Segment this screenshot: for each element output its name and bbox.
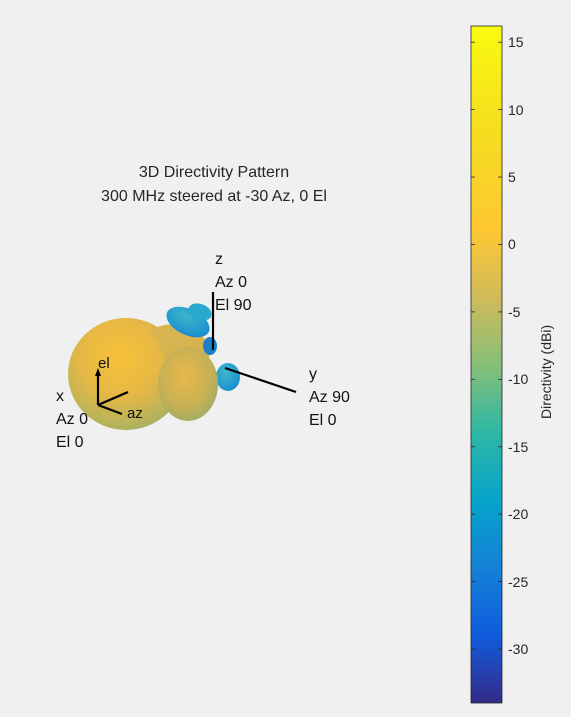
colorbar-gradient [470,25,503,704]
z-axis-el: El 90 [215,297,252,314]
z-axis-name: z [215,251,223,268]
colorbar-tick-label: -30 [508,641,529,658]
side-lobe-upper-2 [188,303,212,321]
colorbar-tick-label: -20 [508,506,529,523]
side-lobe-center [203,337,217,355]
colorbar-tick-label: 10 [508,101,524,118]
y-axis-el: El 0 [309,412,337,429]
local-axes [95,368,129,416]
z-axis-az: Az 0 [215,274,248,291]
secondary-lobe [158,347,218,421]
colorbar-tick-label: -25 [508,573,529,590]
azimuth-axis-label: az [127,405,143,422]
y-axis-az: Az 90 [309,389,350,406]
side-lobe-right [216,363,240,391]
colorbar-title: Directivity (dBi) [538,324,554,419]
y-axis-name: y [309,366,317,383]
chart-subtitle: 300 MHz steered at -30 Az, 0 El [101,188,327,205]
y-axis-line [224,366,297,394]
chart-title: 3D Directivity Pattern [138,164,290,181]
colorbar-tick-label: 5 [508,169,516,186]
colorbar-tick-label: -5 [508,303,521,320]
elevation-axis-label: el [98,355,110,372]
colorbar-tick-label: -10 [508,371,529,388]
x-axis-az: Az 0 [56,411,89,428]
directivity-surface [68,303,240,430]
colorbar-tick-label: 0 [508,236,516,253]
colorbar [470,25,503,704]
colorbar-tick-label: 15 [508,34,524,51]
x-axis-name: x [56,388,64,405]
colorbar-tick-label: -15 [508,438,529,455]
x-axis-el: El 0 [56,434,84,451]
